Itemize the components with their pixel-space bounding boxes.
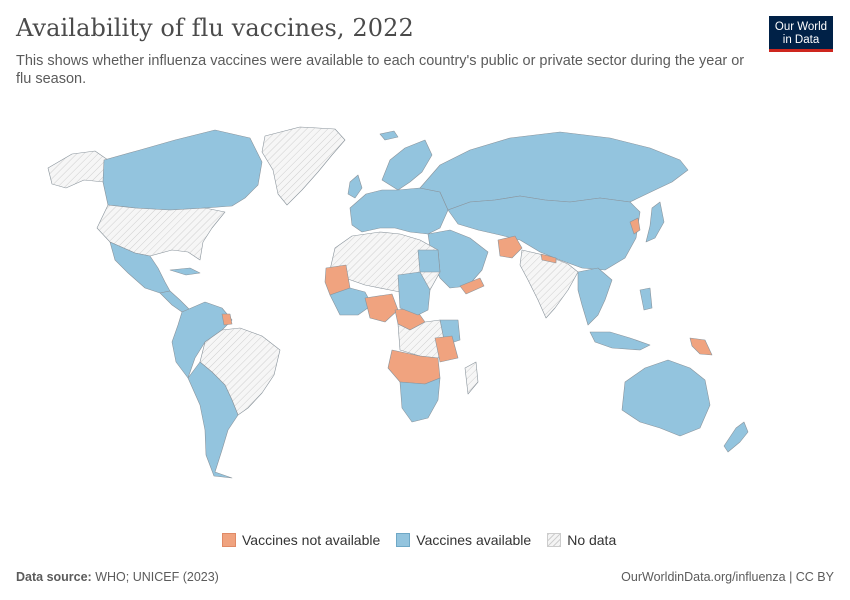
region-cuba[interactable] [169, 267, 201, 276]
legend-item-not-available[interactable]: Vaccines not available [222, 532, 380, 548]
region-indonesia[interactable] [589, 331, 651, 351]
region-yemen[interactable] [459, 277, 485, 295]
data-source-label: Data source: [16, 570, 92, 584]
region-tanzania[interactable] [434, 335, 459, 363]
logo-line-1: Our World [774, 21, 828, 33]
owid-logo[interactable]: Our World in Data [769, 16, 833, 52]
region-uk[interactable] [347, 174, 363, 199]
legend-item-available[interactable]: Vaccines available [396, 532, 531, 548]
data-source-value[interactable]: WHO; UNICEF (2023) [95, 570, 219, 584]
region-central-america[interactable] [159, 290, 191, 313]
chart-title: Availability of flu vaccines, 2022 [16, 14, 414, 42]
region-greenland[interactable] [261, 126, 346, 206]
chart-subtitle: This shows whether influenza vaccines we… [16, 53, 745, 87]
region-guyana[interactable] [221, 313, 233, 326]
region-india[interactable] [519, 249, 579, 319]
legend-swatch-no-data [547, 533, 562, 547]
region-canada[interactable] [102, 129, 263, 211]
region-australia[interactable] [621, 359, 711, 437]
region-southern-cone[interactable] [187, 361, 239, 479]
region-south-america-north[interactable] [171, 301, 233, 379]
region-madagascar[interactable] [464, 361, 479, 395]
footer-url[interactable]: OurWorldinData.org/influenza | CC BY [621, 570, 834, 584]
region-japan[interactable] [645, 201, 665, 243]
region-alaska[interactable] [47, 150, 109, 189]
region-papua-new-guinea[interactable] [689, 337, 713, 356]
region-central-asia[interactable] [447, 195, 641, 271]
region-scandinavia[interactable] [381, 139, 433, 191]
legend-label-not-available: Vaccines not available [242, 532, 381, 548]
data-source: Data source: WHO; UNICEF (2023) [16, 570, 219, 584]
legend-swatch-not-available [222, 533, 236, 547]
world-map[interactable] [0, 110, 850, 520]
logo-line-2: in Data [782, 34, 820, 46]
legend-swatch-available [396, 533, 411, 547]
region-russia[interactable] [419, 131, 689, 211]
legend: Vaccines not available Vaccines availabl… [222, 531, 632, 549]
region-nepal[interactable] [540, 253, 557, 264]
region-europe[interactable] [349, 187, 449, 235]
region-southern-africa[interactable] [399, 377, 441, 423]
region-nigeria[interactable] [364, 293, 399, 323]
region-philippines[interactable] [639, 287, 653, 311]
region-east-africa[interactable] [397, 271, 431, 316]
region-egypt[interactable] [417, 249, 441, 273]
legend-item-no-data[interactable]: No data [547, 532, 616, 548]
legend-label-no-data: No data [567, 532, 617, 548]
region-afghanistan[interactable] [497, 235, 523, 259]
legend-label-available: Vaccines available [416, 532, 532, 548]
region-southeast-asia[interactable] [577, 267, 613, 326]
region-new-zealand[interactable] [723, 421, 749, 453]
region-iceland[interactable] [379, 130, 399, 141]
region-north-korea[interactable] [629, 217, 641, 235]
